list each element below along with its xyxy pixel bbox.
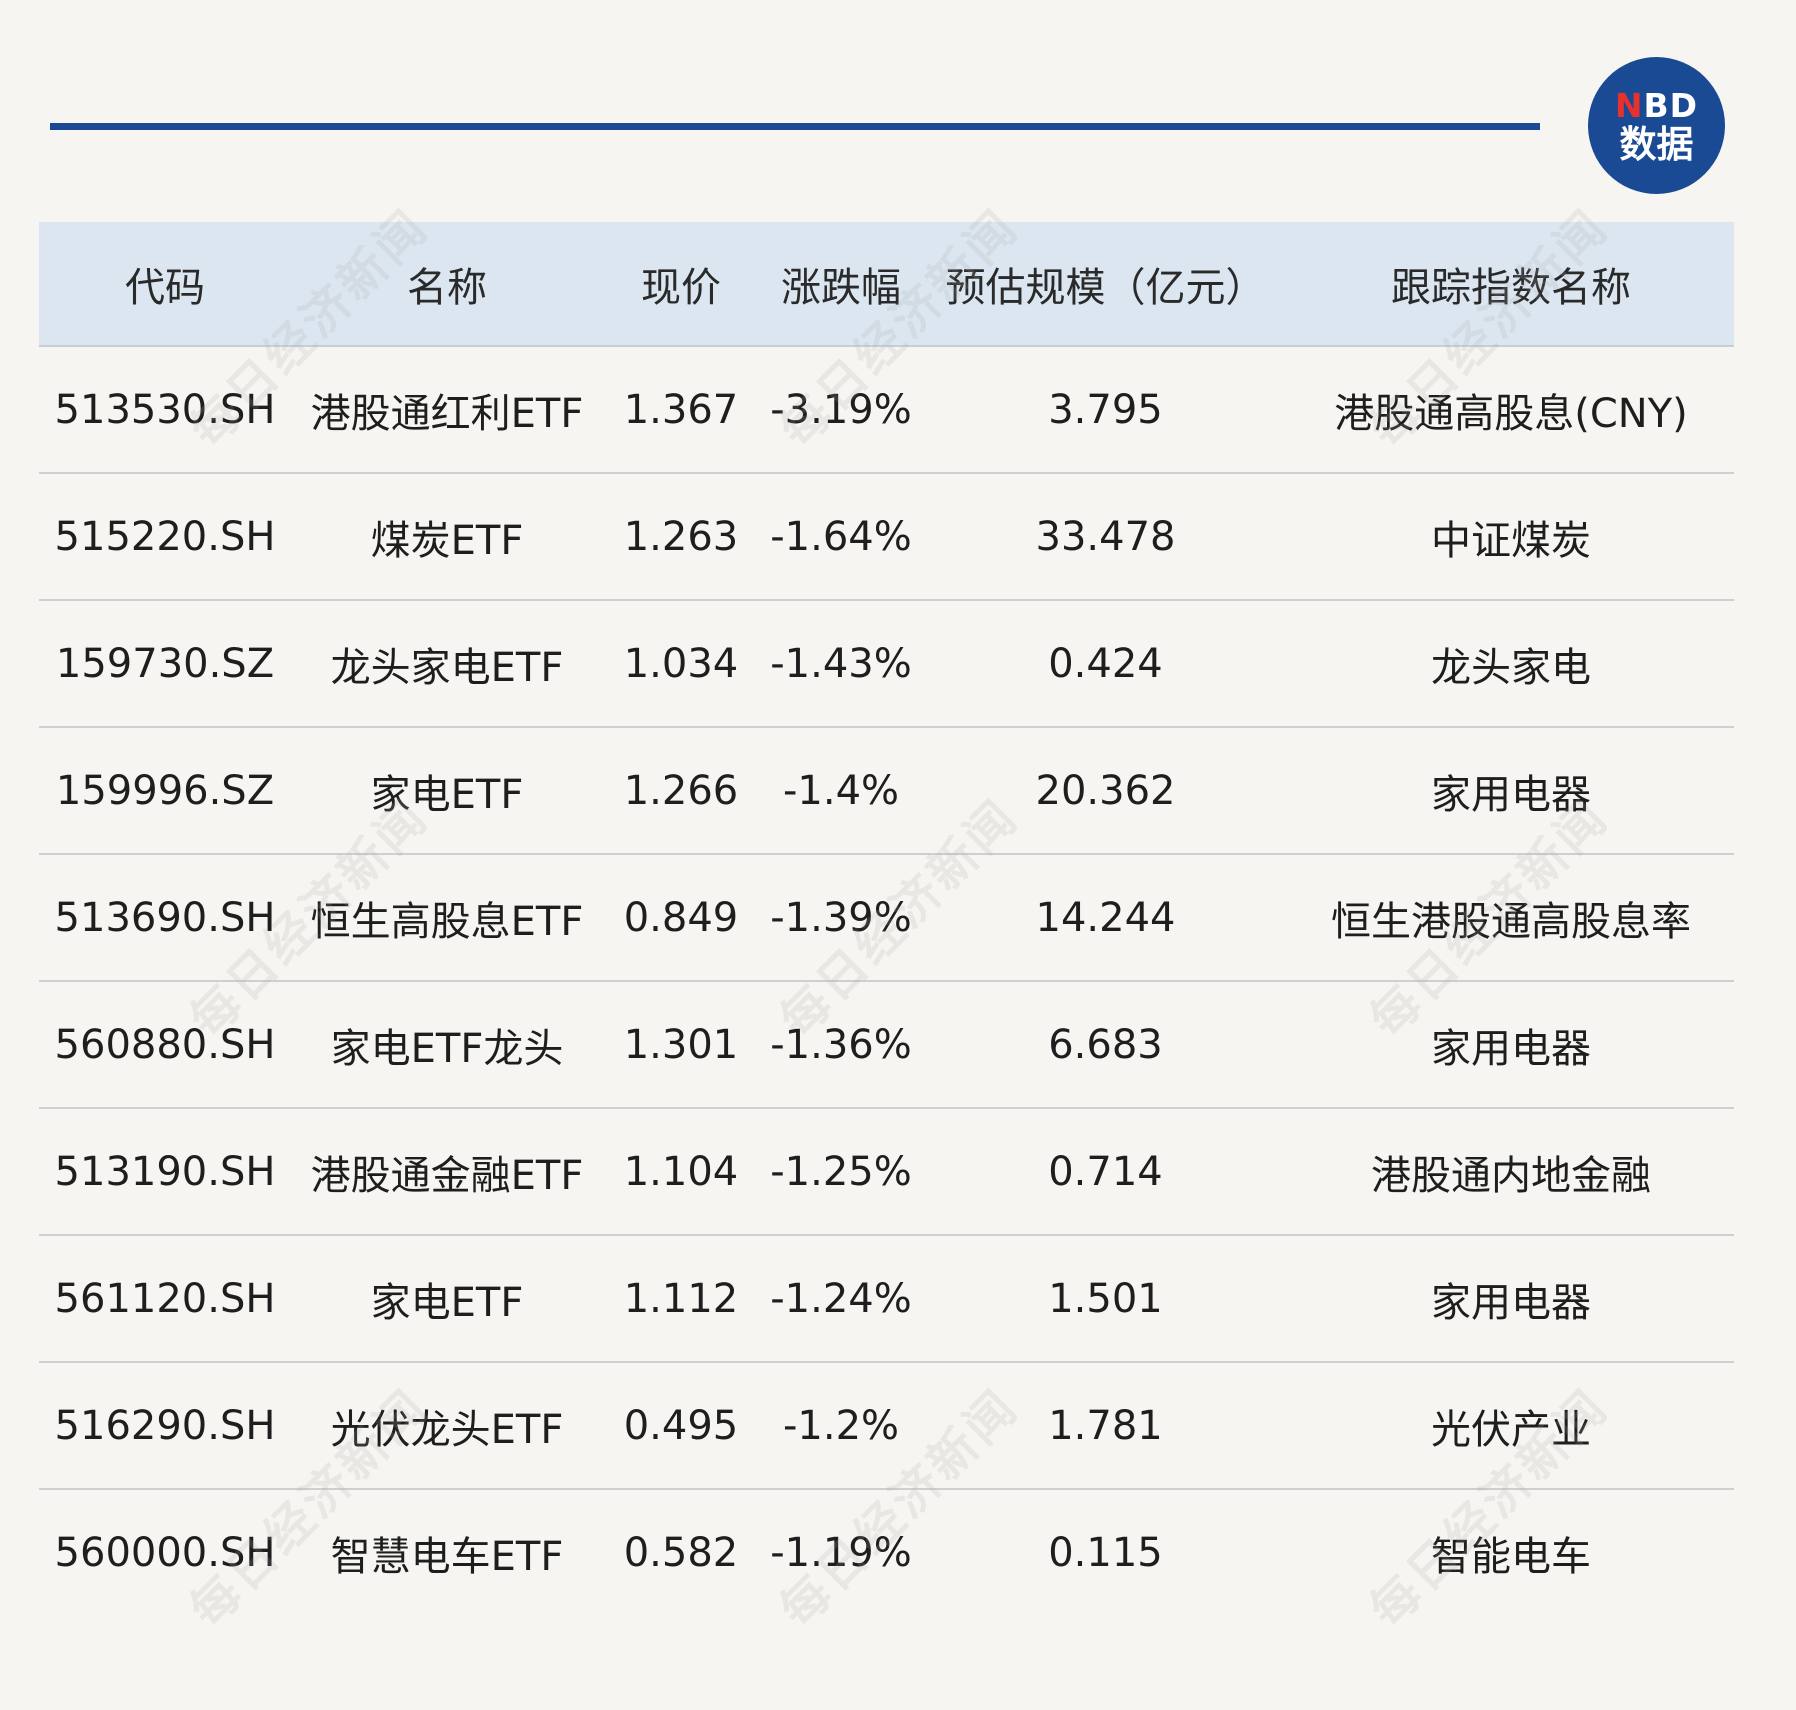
cell-name: 港股通红利ETF: [310, 390, 584, 437]
cell-name: 家电ETF龙头: [330, 1025, 564, 1072]
cell-scale: 1.501: [1048, 1275, 1163, 1322]
cell-index: 光伏产业: [1431, 1406, 1591, 1453]
cell-index: 港股通高股息(CNY): [1334, 390, 1688, 437]
cell-scale: 33.478: [1035, 513, 1176, 560]
header-scale: 预估规模（亿元）: [945, 264, 1266, 311]
cell-code: 560000.SH: [54, 1529, 276, 1576]
cell-code: 159730.SZ: [55, 640, 275, 687]
table-row: 513690.SH 恒生高股息ETF 0.849 -1.39% 14.244 恒…: [39, 855, 1734, 982]
cell-scale: 0.424: [1048, 640, 1163, 687]
cell-name: 家电ETF: [370, 771, 524, 818]
cell-change: -1.2%: [782, 1402, 900, 1449]
header-name: 名称: [407, 264, 487, 311]
cell-price: 1.266: [623, 767, 739, 814]
cell-change: -1.39%: [770, 894, 912, 941]
table-row: 159730.SZ 龙头家电ETF 1.034 -1.43% 0.424 龙头家…: [39, 601, 1734, 728]
table-row: 560000.SH 智慧电车ETF 0.582 -1.19% 0.115 智能电…: [39, 1490, 1734, 1615]
header-index: 跟踪指数名称: [1391, 264, 1631, 311]
table-header-row: 代码 名称 现价 涨跌幅 预估规模（亿元） 跟踪指数名称: [39, 222, 1734, 347]
cell-change: -1.19%: [770, 1529, 912, 1576]
cell-index: 港股通内地金融: [1371, 1152, 1651, 1199]
cell-price: 0.849: [623, 894, 739, 941]
cell-scale: 0.714: [1048, 1148, 1163, 1195]
cell-index: 智能电车: [1431, 1533, 1591, 1580]
etf-table: 代码 名称 现价 涨跌幅 预估规模（亿元） 跟踪指数名称 513530.SH 港…: [39, 222, 1734, 1615]
cell-index: 家用电器: [1431, 1279, 1591, 1326]
cell-name: 煤炭ETF: [370, 517, 524, 564]
cell-price: 1.367: [623, 386, 739, 433]
cell-change: -1.64%: [770, 513, 912, 560]
table-row: 560880.SH 家电ETF龙头 1.301 -1.36% 6.683 家用电…: [39, 982, 1734, 1109]
cell-price: 0.582: [623, 1529, 739, 1576]
header-change: 涨跌幅: [781, 264, 901, 311]
cell-scale: 1.781: [1048, 1402, 1163, 1449]
cell-code: 516290.SH: [54, 1402, 276, 1449]
table-row: 513530.SH 港股通红利ETF 1.367 -3.19% 3.795 港股…: [39, 347, 1734, 474]
table-row: 561120.SH 家电ETF 1.112 -1.24% 1.501 家用电器: [39, 1236, 1734, 1363]
cell-code: 513190.SH: [54, 1148, 276, 1195]
cell-index: 龙头家电: [1431, 644, 1591, 691]
cell-change: -1.4%: [782, 767, 900, 814]
header-price: 现价: [641, 264, 721, 311]
table-row: 159996.SZ 家电ETF 1.266 -1.4% 20.362 家用电器: [39, 728, 1734, 855]
cell-scale: 6.683: [1048, 1021, 1163, 1068]
cell-change: -1.24%: [770, 1275, 912, 1322]
cell-code: 515220.SH: [54, 513, 276, 560]
cell-name: 光伏龙头ETF: [330, 1406, 564, 1453]
cell-change: -1.43%: [770, 640, 912, 687]
header-code: 代码: [125, 264, 205, 311]
nbd-data-logo: NBD 数据: [1588, 57, 1725, 194]
cell-name: 港股通金融ETF: [310, 1152, 584, 1199]
cell-change: -1.25%: [770, 1148, 912, 1195]
cell-price: 1.112: [623, 1275, 739, 1322]
cell-scale: 14.244: [1035, 894, 1176, 941]
cell-index: 恒生港股通高股息率: [1331, 898, 1691, 945]
cell-index: 家用电器: [1431, 1025, 1591, 1072]
cell-price: 1.104: [623, 1148, 739, 1195]
cell-price: 1.263: [623, 513, 739, 560]
cell-index: 中证煤炭: [1431, 517, 1591, 564]
logo-line1: NBD: [1614, 85, 1699, 125]
cell-code: 560880.SH: [54, 1021, 276, 1068]
cell-scale: 3.795: [1048, 386, 1163, 433]
cell-code: 159996.SZ: [55, 767, 275, 814]
cell-change: -3.19%: [770, 386, 912, 433]
cell-price: 1.034: [623, 640, 739, 687]
cell-price: 0.495: [623, 1402, 739, 1449]
cell-code: 513690.SH: [54, 894, 276, 941]
cell-code: 513530.SH: [54, 386, 276, 433]
cell-code: 561120.SH: [54, 1275, 276, 1322]
table-row: 513190.SH 港股通金融ETF 1.104 -1.25% 0.714 港股…: [39, 1109, 1734, 1236]
cell-scale: 0.115: [1048, 1529, 1163, 1576]
cell-change: -1.36%: [770, 1021, 912, 1068]
cell-name: 智慧电车ETF: [330, 1533, 564, 1580]
cell-price: 1.301: [623, 1021, 739, 1068]
cell-name: 家电ETF: [370, 1279, 524, 1326]
top-rule: [50, 123, 1540, 130]
cell-scale: 20.362: [1035, 767, 1176, 814]
table-row: 515220.SH 煤炭ETF 1.263 -1.64% 33.478 中证煤炭: [39, 474, 1734, 601]
cell-name: 龙头家电ETF: [330, 644, 564, 691]
cell-name: 恒生高股息ETF: [310, 898, 584, 945]
cell-index: 家用电器: [1431, 771, 1591, 818]
table-row: 516290.SH 光伏龙头ETF 0.495 -1.2% 1.781 光伏产业: [39, 1363, 1734, 1490]
logo-line2: 数据: [1619, 122, 1694, 166]
